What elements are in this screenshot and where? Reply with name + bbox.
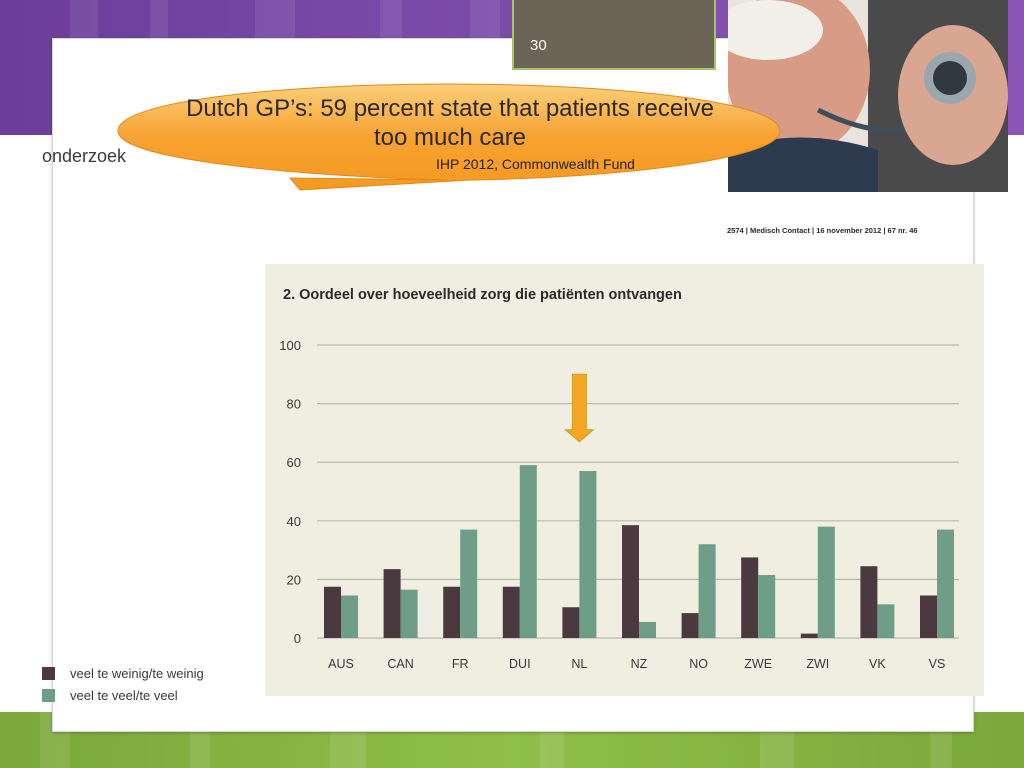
bar-zwe-series-1 — [741, 557, 759, 638]
x-tick-label-zwe: ZWE — [744, 657, 772, 671]
section-label: onderzoek — [42, 146, 127, 166]
bubble-source: IHP 2012, Commonwealth Fund — [436, 156, 635, 172]
bar-no-series-1 — [681, 613, 699, 638]
bar-zwi-series-1 — [800, 633, 818, 638]
bubble-title: Dutch GP’s: 59 percent state that patien… — [186, 95, 714, 151]
doctor-photo — [728, 0, 1008, 192]
x-tick-label-dui: DUI — [509, 657, 531, 671]
bar-vk-series-2 — [877, 604, 895, 638]
bar-nl-series-1 — [562, 607, 580, 638]
bar-nl-series-2 — [579, 470, 597, 638]
x-tick-label-nz: NZ — [631, 657, 648, 671]
bar-zwe-series-2 — [758, 575, 776, 638]
bar-vs-series-1 — [920, 595, 937, 638]
bar-fr-series-1 — [443, 586, 461, 638]
bar-dui-series-1 — [502, 586, 520, 638]
x-tick-label-nl: NL — [571, 657, 587, 671]
bar-chart: 0 20 40 60 80 100 AUS CAN FR DUI NL NZ NO ZWE ZWI VK VS — [279, 338, 959, 671]
page-number: 30 — [530, 37, 547, 54]
x-tick-label-can: CAN — [387, 657, 413, 671]
bar-aus-series-2 — [341, 595, 358, 638]
y-tick-label-40: 40 — [287, 514, 301, 529]
x-tick-label-no: NO — [689, 657, 708, 671]
down-arrow-icon — [564, 373, 595, 443]
chart-title: 2. Oordeel over hoeveelheid zorg die pat… — [283, 287, 682, 303]
bar-vs-series-2 — [937, 529, 954, 638]
bar-zwi-series-2 — [817, 526, 835, 638]
x-tick-label-fr: FR — [452, 657, 469, 671]
down-arrow-shape — [564, 373, 595, 443]
citation: 2574 | Medisch Contact | 16 november 201… — [727, 226, 918, 235]
legend-item-1: veel te weinig/te weinig — [42, 662, 204, 684]
bar-dui-series-2 — [519, 465, 537, 638]
legend-label-2: veel te veel/te veel — [70, 687, 178, 703]
bar-vk-series-1 — [860, 566, 878, 638]
x-tick-label-vk: VK — [869, 657, 886, 671]
bar-aus-series-1 — [324, 586, 341, 638]
x-tick-label-zwi: ZWI — [806, 657, 829, 671]
left-white-area — [0, 135, 52, 712]
y-tick-label-80: 80 — [287, 397, 301, 412]
bar-nz-series-1 — [622, 525, 639, 638]
bar-can-series-2 — [400, 589, 418, 638]
legend-item-2: veel te veel/te veel — [42, 684, 204, 706]
bar-nz-series-2 — [639, 621, 656, 638]
y-tick-label-20: 20 — [287, 572, 301, 587]
y-tick-label-100: 100 — [279, 338, 301, 353]
bar-can-series-1 — [383, 569, 401, 638]
x-tick-label-vs: VS — [929, 657, 946, 671]
legend-label-1: veel te weinig/te weinig — [70, 665, 204, 681]
page-number-box — [512, 0, 716, 70]
y-tick-label-0: 0 — [294, 631, 301, 646]
y-tick-label-60: 60 — [287, 455, 301, 470]
bar-no-series-2 — [698, 544, 716, 638]
legend-swatch-1 — [42, 666, 55, 680]
bar-fr-series-2 — [460, 529, 478, 638]
x-tick-label-aus: AUS — [328, 657, 354, 671]
chart-legend: veel te weinig/te weinig veel te veel/te… — [42, 662, 204, 706]
legend-swatch-2 — [42, 688, 55, 702]
